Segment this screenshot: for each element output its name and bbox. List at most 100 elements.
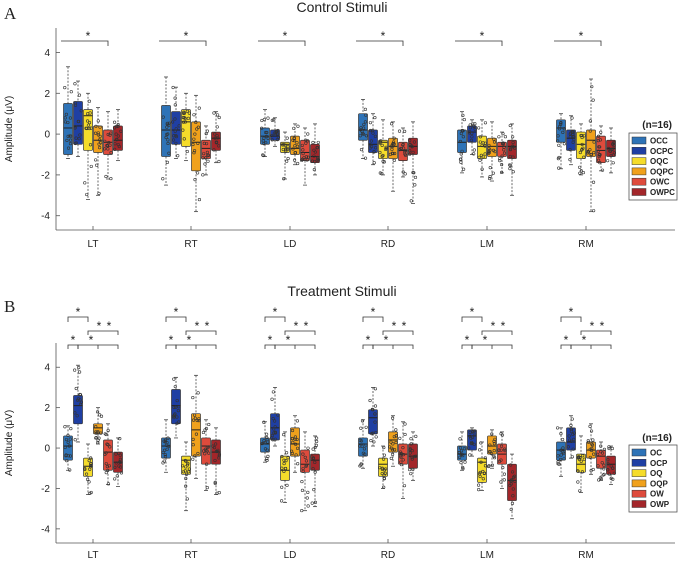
sample-point	[306, 490, 310, 495]
sample-point	[502, 148, 506, 152]
sample-point	[380, 154, 384, 159]
sample-point	[382, 476, 386, 480]
sample-point	[176, 409, 180, 413]
sample-point	[458, 455, 462, 460]
sample-point	[300, 508, 304, 513]
sample-point	[478, 140, 482, 144]
sample-point	[183, 120, 187, 124]
sample-point	[480, 167, 484, 171]
sample-point	[300, 158, 304, 162]
legend-label: OCPC	[650, 147, 673, 156]
sample-point	[602, 447, 607, 452]
sample-size-label: (n=16)	[642, 433, 672, 444]
sample-point	[304, 464, 308, 468]
sample-point	[203, 452, 207, 456]
sample-point	[177, 124, 181, 128]
sample-point	[89, 126, 93, 130]
sample-point	[104, 471, 108, 475]
sample-point	[358, 438, 362, 442]
sample-point	[401, 453, 406, 457]
sample-point	[114, 452, 118, 456]
sample-point	[104, 174, 108, 179]
box-body	[93, 125, 103, 153]
sample-point	[165, 121, 169, 125]
sample-point	[291, 440, 295, 444]
sample-point	[459, 152, 463, 156]
sample-point	[95, 410, 100, 414]
box-owpc	[211, 111, 221, 164]
y-tick-label: 2	[44, 89, 50, 100]
sample-point	[167, 151, 171, 155]
significance-star: *	[600, 319, 605, 333]
sample-point	[113, 465, 117, 469]
sample-point	[472, 148, 476, 152]
sample-point	[97, 191, 101, 196]
significance-star: *	[579, 29, 584, 43]
sample-point	[261, 153, 265, 157]
sample-point	[171, 414, 175, 418]
significance-star: *	[273, 305, 278, 319]
box-owc	[596, 125, 606, 172]
sample-point	[107, 140, 111, 145]
sample-point	[213, 132, 217, 136]
box-owp	[310, 435, 320, 508]
sample-point	[276, 132, 280, 136]
sample-point	[167, 121, 171, 125]
sample-point	[177, 405, 181, 409]
box-ocpc	[269, 117, 281, 147]
sample-point	[381, 153, 385, 158]
box-owc	[103, 111, 113, 181]
sample-point	[478, 470, 482, 475]
sample-point	[172, 134, 176, 138]
bracket	[554, 40, 602, 46]
sample-point	[578, 489, 582, 493]
bracket	[87, 330, 119, 335]
sample-point	[260, 441, 264, 446]
sample-point	[561, 130, 565, 134]
sample-point	[191, 395, 195, 400]
sample-point	[205, 462, 209, 466]
sample-point	[402, 484, 407, 488]
box-occ	[260, 109, 270, 158]
sample-point	[459, 460, 463, 465]
sample-point	[66, 146, 71, 150]
box-ocpc	[73, 80, 83, 157]
sample-point	[611, 477, 615, 481]
bracket	[356, 40, 404, 46]
significance-star: *	[184, 29, 189, 43]
significance-star: *	[187, 333, 192, 347]
box-occ	[161, 76, 171, 186]
legend-swatch	[631, 136, 647, 145]
sample-point	[373, 115, 377, 120]
sample-point	[481, 469, 485, 474]
sample-point	[204, 132, 208, 136]
sample-point	[371, 131, 375, 135]
sample-point	[183, 458, 187, 463]
sample-point	[192, 413, 197, 417]
sample-point	[85, 119, 90, 123]
sample-point	[568, 148, 572, 152]
sample-point	[408, 138, 412, 142]
sample-point	[191, 457, 195, 461]
box-oc	[555, 426, 566, 477]
legend-swatch	[631, 489, 647, 498]
sample-point	[106, 147, 110, 151]
box-body	[566, 427, 576, 451]
sample-point	[292, 139, 297, 143]
sample-point	[192, 151, 196, 155]
sample-point	[293, 144, 297, 148]
sample-point	[492, 456, 497, 460]
sample-point	[97, 413, 102, 417]
group-rt	[161, 76, 221, 213]
sample-point	[292, 158, 297, 162]
sample-point	[185, 497, 189, 501]
sample-point	[204, 448, 208, 453]
sample-point	[511, 170, 515, 174]
sample-point	[399, 455, 403, 459]
panel-letter: A	[4, 4, 17, 23]
sample-point	[461, 113, 465, 117]
sample-point	[478, 135, 483, 139]
sample-point	[116, 124, 120, 129]
sample-point	[511, 144, 515, 148]
sample-point	[576, 480, 580, 484]
